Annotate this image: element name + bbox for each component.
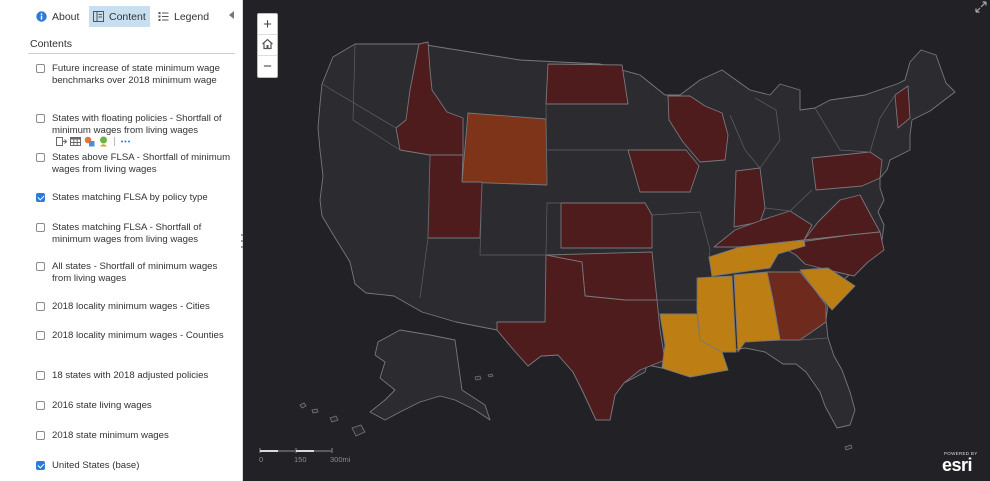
symbology-icon[interactable] — [84, 136, 95, 147]
tab-content[interactable]: Content — [89, 6, 150, 27]
state-south-carolina — [799, 267, 856, 311]
toolbar-divider — [114, 137, 115, 146]
layer-item[interactable]: United States (base) — [36, 460, 234, 472]
state-tennessee — [708, 239, 806, 277]
state-iowa — [627, 149, 700, 193]
layer-checkbox[interactable] — [36, 64, 45, 73]
layer-checkbox[interactable] — [36, 401, 45, 410]
state-indiana — [733, 167, 766, 228]
layer-label: 18 states with 2018 adjusted policies — [52, 370, 209, 381]
layer-label: 2018 locality minimum wages - Cities — [52, 301, 210, 312]
state-alaska — [369, 329, 491, 421]
layer-toolbar — [56, 136, 131, 147]
layer-item[interactable]: States matching FLSA - Shortfall of mini… — [36, 222, 234, 247]
esri-attribution[interactable]: POWERED BY esri — [942, 451, 984, 477]
expand-icon[interactable] — [975, 1, 987, 13]
map-view[interactable] — [243, 0, 990, 481]
state-louisiana — [659, 313, 729, 378]
layer-item[interactable]: Future increase of state minimum wage be… — [36, 63, 234, 88]
table-icon[interactable] — [70, 136, 81, 147]
tab-legend[interactable]: Legend — [154, 6, 213, 27]
layer-item[interactable]: 2018 locality minimum wages - Counties — [36, 330, 234, 342]
panel-resize-handle[interactable] — [240, 234, 243, 248]
sidebar-tabs: About Content Legend — [28, 6, 238, 28]
layer-item[interactable]: All states - Shortfall of minimum wages … — [36, 261, 234, 286]
state-hawaii — [299, 402, 366, 437]
layer-item[interactable]: 2016 state living wages — [36, 400, 234, 412]
layer-checkbox[interactable] — [36, 114, 45, 123]
layer-item[interactable]: 18 states with 2018 adjusted policies — [36, 370, 234, 382]
layer-checkbox[interactable] — [36, 223, 45, 232]
more-options-icon[interactable] — [120, 136, 131, 147]
tab-legend-label: Legend — [174, 10, 210, 23]
layer-item[interactable]: States above FLSA - Shortfall of minimum… — [36, 152, 234, 177]
state-boundaries — [321, 43, 896, 341]
layer-item[interactable]: States matching FLSA by policy type — [36, 192, 234, 204]
layer-item[interactable]: 2018 state minimum wages — [36, 430, 234, 442]
transparency-icon[interactable] — [56, 136, 67, 147]
layer-checkbox[interactable] — [36, 431, 45, 440]
scale-bar: 0 150 300mi — [259, 447, 359, 465]
layer-checkbox[interactable] — [36, 331, 45, 340]
tab-about[interactable]: About — [32, 6, 83, 27]
home-button[interactable] — [258, 35, 277, 56]
state-wisconsin — [667, 95, 729, 163]
scale-label: 300mi — [330, 455, 351, 464]
zoom-controls: + − — [257, 13, 278, 78]
layer-label: 2018 state minimum wages — [52, 430, 169, 441]
layer-label: 2018 locality minimum wages - Counties — [52, 330, 224, 341]
layer-label: All states - Shortfall of minimum wages … — [52, 261, 218, 285]
layer-checkbox[interactable] — [36, 461, 45, 470]
sidebar-panel: About Content Legend Contents Future inc… — [0, 0, 243, 481]
tab-content-label: Content — [109, 10, 146, 23]
layer-label: States matching FLSA - Shortfall of mini… — [52, 222, 202, 246]
layer-label: 2016 state living wages — [52, 400, 152, 411]
scale-label: 0 — [259, 455, 264, 464]
content-icon — [93, 11, 104, 22]
collapse-panel-icon[interactable] — [229, 11, 234, 19]
scale-bar-graphic — [259, 448, 333, 453]
state-alabama — [733, 271, 781, 353]
us-state-map — [299, 41, 956, 451]
home-icon — [261, 37, 274, 54]
layer-item[interactable]: 2018 locality minimum wages - Cities — [36, 301, 234, 313]
state-wyoming — [461, 112, 548, 186]
legend-icon[interactable] — [98, 136, 109, 147]
layer-checkbox[interactable] — [36, 302, 45, 311]
info-icon — [36, 11, 47, 22]
divider — [28, 53, 235, 54]
contents-title: Contents — [30, 38, 73, 50]
tab-about-label: About — [52, 10, 80, 23]
layer-label: Future increase of state minimum wage be… — [52, 63, 220, 87]
state-north-dakota — [545, 63, 629, 105]
powered-by-label: POWERED BY — [944, 451, 978, 456]
state-kansas — [560, 202, 653, 249]
layer-label: States above FLSA - Shortfall of minimum… — [52, 152, 231, 176]
legend-icon — [158, 11, 169, 22]
esri-logo: esri — [942, 455, 973, 475]
layer-label: States with floating policies - Shortfal… — [52, 113, 222, 137]
layer-checkbox[interactable] — [36, 193, 45, 202]
zoom-out-button[interactable]: − — [263, 58, 272, 75]
layer-label: United States (base) — [52, 460, 140, 471]
layer-item[interactable]: States with floating policies - Shortfal… — [36, 113, 234, 138]
layer-checkbox[interactable] — [36, 153, 45, 162]
zoom-in-button[interactable]: + — [258, 14, 277, 35]
state-new-hampshire — [894, 85, 911, 129]
state-texas — [496, 254, 666, 421]
layer-label: States matching FLSA by policy type — [52, 192, 208, 203]
layer-checkbox[interactable] — [36, 262, 45, 271]
layer-checkbox[interactable] — [36, 371, 45, 380]
scale-label: 150 — [294, 455, 307, 464]
